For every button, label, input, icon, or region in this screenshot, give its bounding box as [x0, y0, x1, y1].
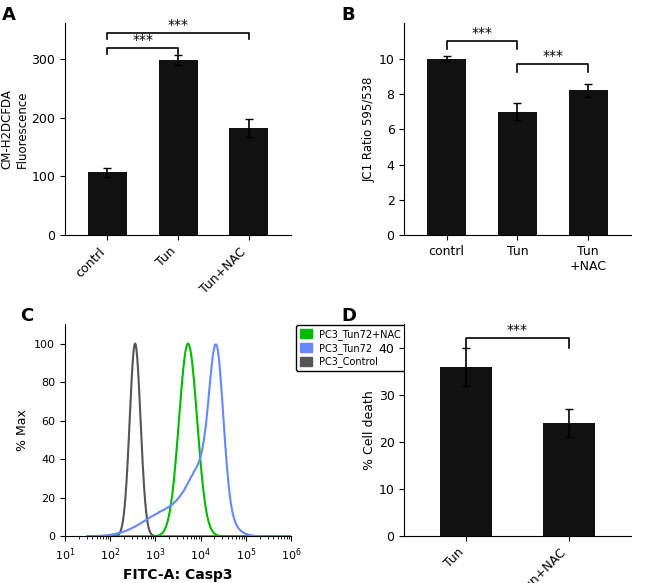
Y-axis label: JC1 Ratio 595/538: JC1 Ratio 595/538	[363, 76, 376, 182]
Text: ***: ***	[132, 33, 153, 47]
Text: ***: ***	[471, 26, 493, 40]
Y-axis label: CM-H2DCFDA
Fluorescence: CM-H2DCFDA Fluorescence	[1, 89, 29, 169]
Y-axis label: % Cell death: % Cell death	[363, 391, 376, 470]
Bar	[543, 423, 595, 536]
Bar	[569, 90, 608, 236]
Text: B: B	[341, 6, 355, 24]
Text: A: A	[2, 6, 16, 24]
Bar	[498, 112, 537, 236]
Text: D: D	[341, 307, 356, 325]
Text: ***: ***	[507, 323, 528, 337]
Bar	[159, 60, 198, 236]
Bar	[427, 59, 466, 236]
Bar	[440, 367, 491, 536]
Text: C: C	[20, 307, 33, 325]
Text: ***: ***	[542, 49, 564, 63]
Y-axis label: % Max: % Max	[16, 409, 29, 451]
X-axis label: FITC-A: Casp3: FITC-A: Casp3	[124, 568, 233, 582]
Text: ***: ***	[168, 17, 188, 31]
Bar	[229, 128, 268, 236]
Bar	[88, 173, 127, 236]
Legend: PC3_Tun72+NAC, PC3_Tun72, PC3_Control: PC3_Tun72+NAC, PC3_Tun72, PC3_Control	[296, 325, 405, 371]
